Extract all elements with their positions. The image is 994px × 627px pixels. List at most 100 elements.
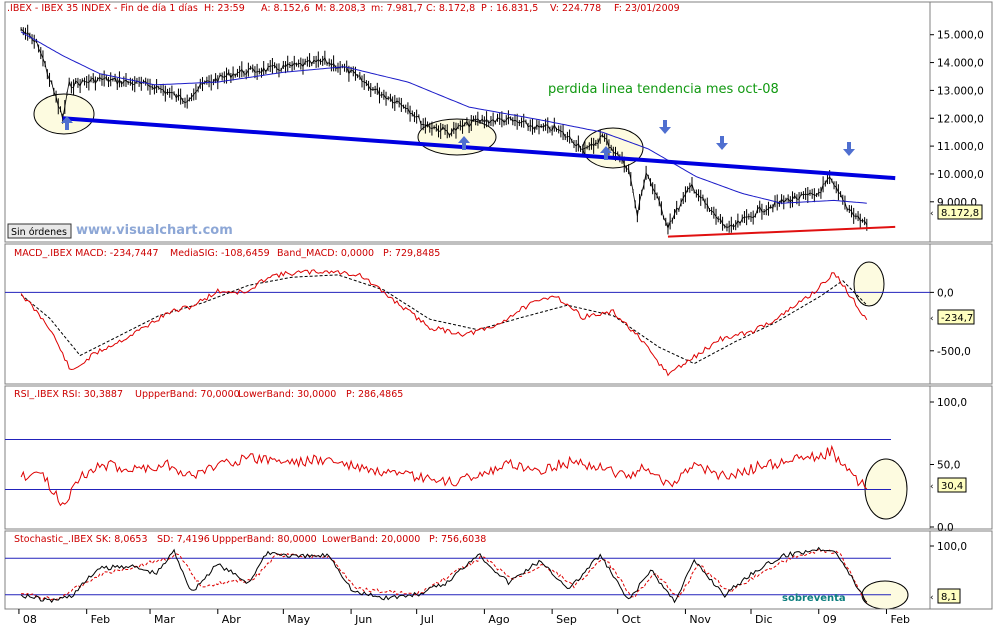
price-header: .IBEX - IBEX 35 INDEX - Fin de día 1 día… [7, 3, 680, 14]
0-tick-label: 14.000,0 [937, 58, 984, 70]
0-tick-label: 11.000,0 [937, 141, 984, 153]
rsi-last-value: ‹ 30,4 [930, 477, 967, 493]
orders-button-label[interactable]: Sin órdenes [11, 227, 67, 238]
price-header-high: M: 8.208,3 [315, 3, 366, 14]
stochastic-panel-frame [4, 530, 931, 610]
support-line [667, 225, 896, 238]
time-axis-label: Nov [689, 613, 711, 626]
trend-annotation: perdida linea tendencia mes oct-08 [548, 82, 779, 97]
time-axis-label: Oct [622, 613, 642, 626]
time-axis-label: Abr [222, 613, 242, 626]
rsi-header-title: RSI_.IBEX RSI: 30,3887 [14, 389, 123, 400]
rsi-plot [5, 439, 891, 507]
trendline [62, 116, 896, 181]
0-tick-label: 12.000,0 [937, 113, 984, 125]
0-tick-label: 13.000,0 [937, 85, 984, 97]
price-header-symbol: .IBEX - IBEX 35 INDEX - Fin de día 1 día… [7, 3, 198, 14]
rsi-last-value-text: 30,4 [941, 481, 963, 492]
time-axis-label: Feb [91, 613, 110, 626]
price-header-date: F: 23/01/2009 [614, 3, 680, 14]
price-axis-frame [929, 1, 993, 243]
time-axis-label: Ago [488, 613, 510, 626]
moving-average-line [20, 31, 867, 204]
stochastic-header: Stochastic_.IBEX SK: 8,0653 SD: 7,4196 U… [14, 534, 486, 545]
2-tick-label: 100,0 [937, 397, 967, 409]
macd-line [20, 269, 868, 377]
macd-last-value: ‹ -234,7 [930, 309, 975, 325]
price-panel: .IBEX - IBEX 35 INDEX - Fin de día 1 día… [4, 1, 993, 243]
0-tick-label: 10.000,0 [937, 169, 984, 181]
price-header-time: H: 23:59 [204, 3, 245, 14]
stochastic-last-value-text: 8,1 [941, 592, 957, 603]
time-axis-label: May [287, 613, 310, 626]
up-arrow-icon [600, 146, 612, 160]
price-last-value-text: 8.172,8 [941, 208, 979, 219]
stochastic-header-p: P: 756,6038 [429, 534, 486, 545]
time-axis-label: 09 [823, 613, 837, 626]
stochastic-y-axis: 100,0 [930, 541, 967, 553]
macd-ellipses [853, 261, 885, 307]
rsi-last-value-box [937, 477, 967, 493]
rsi-panel: RSI_.IBEX RSI: 30,3887 UppperBand: 70,00… [4, 385, 993, 534]
macd-panel: MACD_.IBEX MACD: -234,7447 MediaSIG: -10… [4, 243, 993, 385]
time-axis-label: Dic [755, 613, 773, 626]
stochastic-header-title: Stochastic_.IBEX SK: 8,0653 [14, 534, 148, 545]
stochastic-header-sd: SD: 7,4196 [157, 534, 210, 545]
macd-header-p: P: 729,8485 [383, 248, 440, 259]
stochastic-last-value-box [937, 588, 961, 604]
macd-last-value-marker: ‹ [930, 314, 934, 324]
time-axis-label: Jul [420, 613, 434, 626]
2-tick-label: 50,0 [937, 460, 960, 472]
3-tick-label: 100,0 [937, 541, 967, 553]
oversold-label: sobreventa [782, 593, 846, 604]
price-last-value: ‹ 8.172,8 [930, 204, 983, 220]
0-tick-label: 15.000,0 [937, 30, 984, 42]
watermark: www.visualchart.com [76, 223, 233, 238]
orders-button[interactable]: Sin órdenes [7, 223, 72, 239]
macd-header-signal: MediaSIG: -108,6459 [170, 248, 270, 259]
time-axis-label: 08 [23, 613, 37, 626]
stochastic-last-value: ‹ 8,1 [930, 588, 961, 604]
macd-y-axis: 0,0 -500,0 [930, 287, 971, 358]
rsi-line [20, 444, 868, 507]
stochastic-header-lower: LowerBand: 20,0000 [322, 534, 420, 545]
macd-panel-frame [4, 243, 931, 385]
price-header-open: A: 8.152,6 [261, 3, 310, 14]
1-tick-label: -500,0 [937, 346, 971, 358]
support-ellipse-jan [33, 93, 95, 135]
macd-signal-line [20, 274, 868, 365]
macd-plot [5, 269, 930, 377]
rsi-header-p: P: 286,4865 [346, 389, 403, 400]
macd-last-value-text: -234,7 [941, 313, 973, 324]
price-header-volume: V: 224.778 [550, 3, 601, 14]
macd-header-title: MACD_.IBEX MACD: -234,7447 [14, 248, 159, 259]
time-axis-label: Mar [154, 613, 175, 626]
rsi-last-value-marker: ‹ [930, 482, 934, 492]
rsi-header-lower: LowerBand: 30,0000 [238, 389, 336, 400]
down-arrow-icon [843, 142, 855, 156]
orders-button-box[interactable] [7, 223, 72, 239]
stochastic-k-line [20, 546, 868, 604]
time-axis: 08 Feb Mar Abr May Jun Jul Ago Sep Oct Nov Dic 09 Feb [5, 608, 992, 626]
macd-last-value-box [937, 309, 975, 325]
signal-arrows [61, 116, 855, 160]
macd-ellipse [853, 261, 885, 307]
time-axis-label: Jun [354, 613, 372, 626]
rsi-panel-frame [4, 385, 931, 530]
price-line [20, 28, 868, 230]
macd-header-band: Band_MACD: 0,0000 [277, 248, 374, 259]
down-arrow-icon [716, 136, 728, 150]
up-arrow-icon [61, 116, 73, 130]
down-arrow-icon [659, 120, 671, 134]
price-header-low: m: 7.981,7 [371, 3, 423, 14]
price-plot [20, 24, 896, 238]
rsi-header-upper: UppperBand: 70,0000 [135, 389, 240, 400]
1-tick-label: 0,0 [937, 287, 954, 299]
stochastic-panel: Stochastic_.IBEX SK: 8,0653 SD: 7,4196 U… [4, 530, 993, 610]
time-axis-label: Feb [890, 613, 909, 626]
price-last-value-box [937, 204, 983, 220]
rsi-header: RSI_.IBEX RSI: 30,3887 UppperBand: 70,00… [14, 389, 403, 400]
stochastic-d-line [21, 548, 868, 603]
price-last-value-marker: ‹ [930, 209, 934, 219]
